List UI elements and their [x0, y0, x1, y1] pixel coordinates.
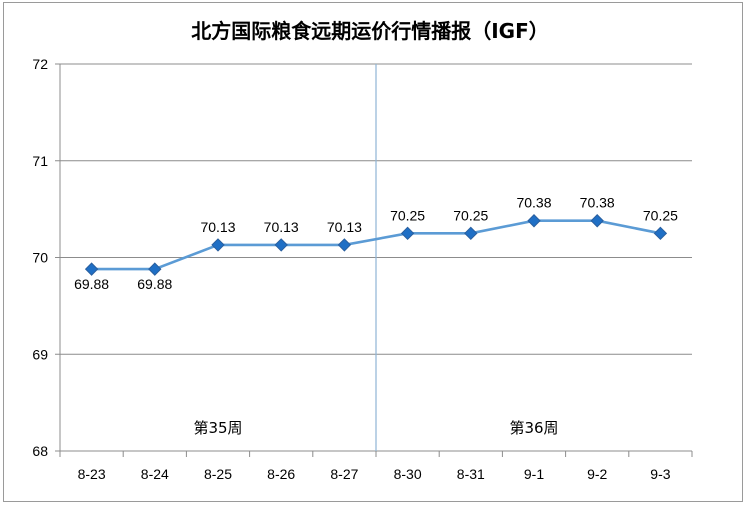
data-label: 70.25	[390, 207, 425, 223]
y-tick-label: 68	[32, 443, 48, 459]
data-point-marker	[274, 238, 288, 252]
week-label: 第36周	[509, 419, 558, 437]
data-label: 70.13	[200, 219, 235, 235]
data-point-marker	[653, 226, 668, 241]
data-label: 70.38	[580, 195, 615, 211]
x-tick-label: 8-31	[457, 466, 485, 482]
x-tick-label: 8-27	[330, 466, 358, 482]
y-tick-label: 70	[32, 250, 48, 266]
data-label: 70.38	[516, 195, 551, 211]
x-tick-label: 8-25	[204, 466, 232, 482]
x-tick-label: 8-30	[394, 466, 422, 482]
data-label: 70.13	[264, 219, 299, 235]
data-point-marker	[211, 238, 225, 252]
x-tick-label: 9-2	[587, 466, 607, 482]
x-tick-label: 8-24	[141, 466, 169, 482]
y-tick-label: 69	[32, 346, 48, 362]
data-point-marker	[400, 226, 415, 241]
series-line	[91, 219, 661, 271]
data-label: 70.13	[327, 219, 362, 235]
x-tick-label: 9-3	[650, 466, 670, 482]
data-label: 70.25	[643, 207, 678, 223]
week-label: 第35周	[193, 419, 242, 437]
x-tick-label: 8-26	[267, 466, 295, 482]
chart-title: 北方国际粮食远期运价行情播报（IGF）	[191, 19, 549, 43]
x-tick-label: 8-23	[78, 466, 106, 482]
data-label: 70.25	[453, 207, 488, 223]
y-tick-label: 72	[32, 56, 48, 72]
data-point-marker	[84, 262, 99, 276]
data-point-marker	[464, 226, 478, 241]
data-label: 69.88	[137, 276, 172, 292]
x-tick-label: 9-1	[524, 466, 544, 482]
data-point-marker	[148, 262, 162, 276]
data-label: 69.88	[74, 276, 109, 292]
data-point-marker	[590, 214, 604, 228]
y-tick-label: 71	[32, 153, 48, 169]
data-point-marker	[337, 238, 352, 252]
chart-frame	[3, 2, 743, 502]
data-point-marker	[527, 214, 541, 228]
